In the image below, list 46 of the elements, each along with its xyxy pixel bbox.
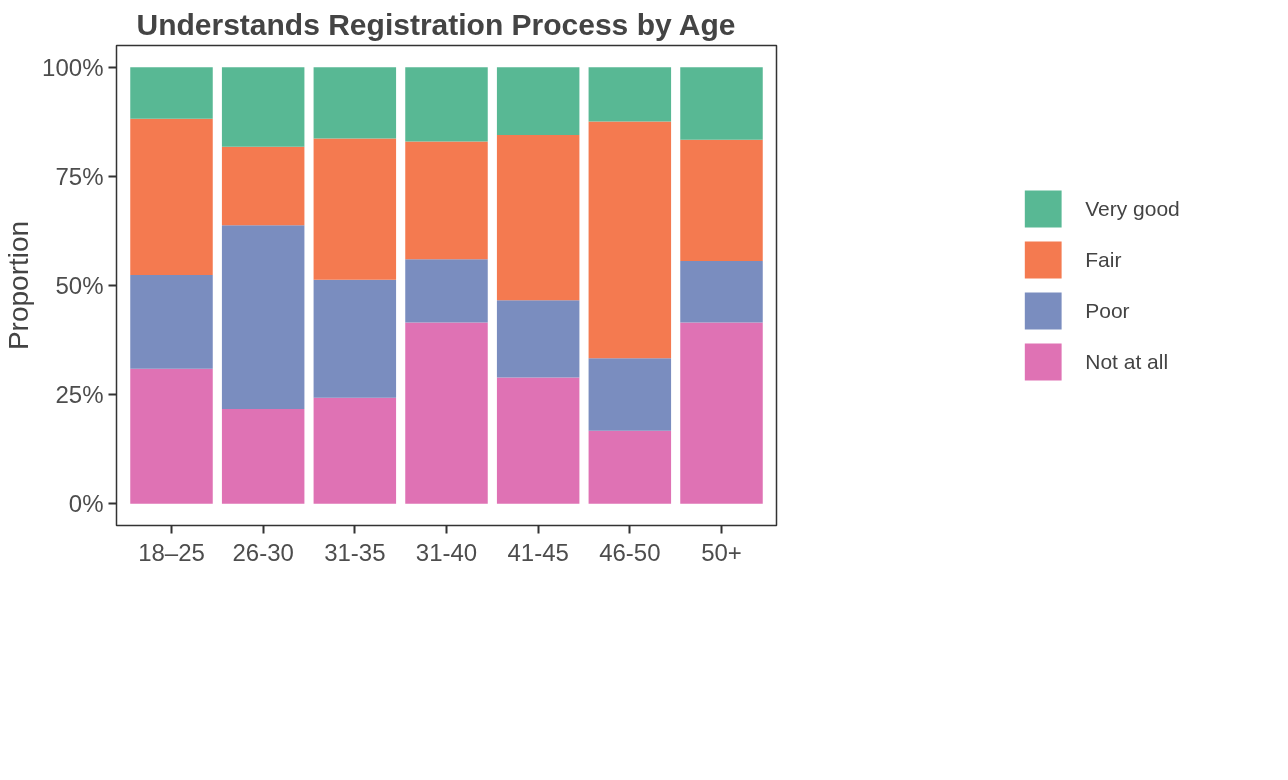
y-tick-label: 50% — [55, 272, 104, 299]
bar — [405, 141, 488, 260]
bar — [496, 67, 580, 135]
chart-title: Understands Registration Process by Age — [136, 7, 736, 41]
x-tick-label: 41-45 — [507, 538, 569, 566]
x-tick-label: 18–25 — [138, 538, 205, 566]
bar — [588, 358, 672, 431]
legend-label: Poor — [1085, 298, 1130, 323]
y-tick-label: 0% — [68, 490, 104, 518]
legend-label: Fair — [1085, 247, 1122, 272]
bar — [588, 121, 672, 359]
bar — [496, 300, 580, 378]
bar — [130, 67, 213, 119]
bar — [496, 377, 580, 504]
bar — [221, 408, 305, 504]
bar — [313, 397, 397, 504]
bar — [405, 259, 488, 323]
y-tick-label: 25% — [55, 381, 104, 409]
x-tick-label: 26-30 — [232, 538, 294, 566]
bar — [130, 275, 213, 369]
bar — [496, 134, 580, 301]
x-tick-label: 50+ — [701, 538, 742, 566]
bar — [313, 67, 397, 139]
x-tick-label: 31-35 — [324, 538, 386, 566]
bar — [680, 139, 763, 262]
bar — [588, 430, 672, 504]
bar — [405, 67, 488, 142]
x-tick-label: 31-40 — [415, 538, 478, 566]
x-tick-label: 46-50 — [599, 538, 661, 566]
bar — [588, 67, 672, 122]
bar — [680, 261, 763, 323]
y-axis-title: Proportion — [3, 220, 35, 351]
y-tick-label: 75% — [55, 162, 104, 190]
legend-label: Not at all — [1085, 349, 1169, 374]
bar — [680, 322, 763, 504]
bar — [313, 138, 397, 280]
bar — [405, 322, 488, 504]
bar — [680, 67, 763, 140]
bar — [130, 368, 213, 504]
bar — [221, 146, 305, 226]
legend-label: Very good — [1085, 196, 1180, 221]
y-tick-label: 100% — [42, 53, 104, 81]
bar — [313, 279, 397, 398]
bar — [130, 118, 213, 276]
bar — [221, 225, 305, 409]
bar — [221, 67, 305, 147]
